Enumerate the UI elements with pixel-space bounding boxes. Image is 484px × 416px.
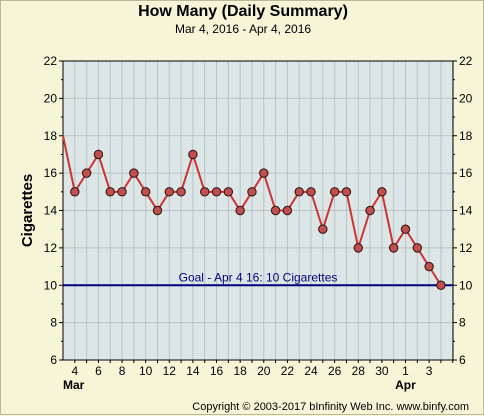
y-tick-label-right: 6 xyxy=(459,353,466,367)
y-tick-label-left: 10 xyxy=(44,278,58,292)
data-point xyxy=(105,187,115,197)
x-tick-label: 3 xyxy=(426,364,433,378)
y-tick-label-right: 20 xyxy=(459,91,473,105)
data-point xyxy=(129,168,139,178)
data-point xyxy=(365,205,375,216)
data-point xyxy=(200,187,210,197)
data-point xyxy=(318,224,328,234)
y-tick-label-right: 16 xyxy=(459,166,473,180)
data-point xyxy=(329,187,340,197)
y-tick-label-right: 10 xyxy=(459,278,473,292)
data-point xyxy=(164,187,174,197)
data-point xyxy=(424,261,434,272)
x-tick-label: 28 xyxy=(352,364,366,378)
data-point xyxy=(81,168,92,178)
data-point xyxy=(259,168,269,178)
x-tick-label: 16 xyxy=(210,364,224,378)
x-tick-label: 26 xyxy=(328,364,342,378)
data-point xyxy=(93,149,104,160)
y-tick-label-left: 22 xyxy=(44,54,58,68)
x-tick-label: 12 xyxy=(163,364,177,378)
y-tick-label-left: 18 xyxy=(44,129,58,143)
data-point xyxy=(306,187,316,197)
data-point xyxy=(436,280,446,290)
x-tick-label: 20 xyxy=(257,364,271,378)
y-tick-label-left: 6 xyxy=(50,353,57,367)
data-point xyxy=(247,187,257,197)
x-tick-label: 14 xyxy=(186,364,200,378)
data-point xyxy=(353,243,363,253)
data-point xyxy=(188,149,198,160)
x-tick-label: 10 xyxy=(139,364,153,378)
x-tick-label: 6 xyxy=(95,364,102,378)
data-point xyxy=(140,187,151,197)
y-axis-label: Cigarettes xyxy=(19,174,36,247)
data-point xyxy=(176,187,186,197)
plot-border xyxy=(62,60,454,361)
chart-title: How Many (Daily Summary) xyxy=(138,3,348,20)
x-tick-label: 22 xyxy=(281,364,295,378)
data-point xyxy=(117,187,127,197)
data-point xyxy=(223,187,234,197)
x-tick-label: 4 xyxy=(71,364,78,378)
y-tick-label-left: 8 xyxy=(50,316,57,330)
y-tick-label-right: 18 xyxy=(459,129,473,143)
y-tick-label-right: 8 xyxy=(459,316,466,330)
data-point xyxy=(294,187,304,197)
x-month-label: Mar xyxy=(63,378,85,392)
x-tick-label: 8 xyxy=(119,364,126,378)
x-tick-label: 30 xyxy=(375,364,389,378)
data-point xyxy=(412,243,422,253)
chart-subtitle: Mar 4, 2016 - Apr 4, 2016 xyxy=(174,22,312,36)
data-point xyxy=(70,187,80,197)
y-tick-label-right: 14 xyxy=(459,204,473,218)
data-point xyxy=(388,243,399,253)
x-tick-label: 1 xyxy=(402,364,409,378)
data-point xyxy=(235,205,245,216)
y-tick-label-left: 12 xyxy=(44,241,58,255)
x-tick-label: 24 xyxy=(304,364,318,378)
data-point xyxy=(282,205,293,216)
x-tick-label: 18 xyxy=(233,364,247,378)
data-point xyxy=(211,187,222,197)
data-point xyxy=(400,224,411,234)
x-month-label: Apr xyxy=(395,378,416,392)
y-tick-label-left: 14 xyxy=(44,204,58,218)
data-point xyxy=(270,205,281,216)
goal-label: Goal - Apr 4 16: 10 Cigarettes xyxy=(179,270,338,284)
y-tick-label-right: 12 xyxy=(459,241,473,255)
y-tick-label-right: 22 xyxy=(459,54,473,68)
data-point xyxy=(341,187,352,197)
y-tick-label-left: 20 xyxy=(44,91,58,105)
data-point xyxy=(377,187,387,197)
data-point xyxy=(152,205,163,216)
y-tick-label-left: 16 xyxy=(44,166,58,180)
copyright-text: Copyright © 2003-2017 bInfinity Web Inc.… xyxy=(192,401,469,413)
